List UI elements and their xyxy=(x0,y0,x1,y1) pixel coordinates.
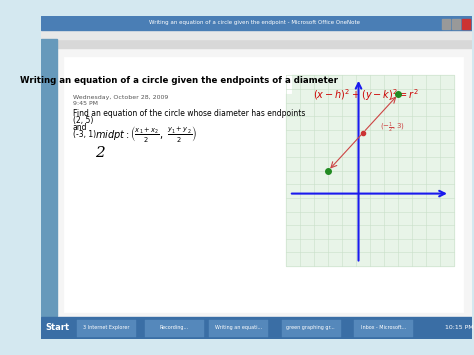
Text: green graphing gr...: green graphing gr... xyxy=(286,326,335,331)
Text: (2, 5): (2, 5) xyxy=(73,116,93,125)
Text: Inbox - Microsoft...: Inbox - Microsoft... xyxy=(361,326,406,331)
Text: $midpt:\left(\frac{x_1+x_2}{2},\ \frac{y_1+y_2}{2}\right)$: $midpt:\left(\frac{x_1+x_2}{2},\ \frac{y… xyxy=(95,124,197,144)
Text: Wednesday, October 28, 2009: Wednesday, October 28, 2009 xyxy=(73,95,168,100)
Bar xyxy=(209,320,268,337)
Bar xyxy=(41,39,57,316)
Text: Start: Start xyxy=(46,323,70,332)
Bar xyxy=(68,68,291,93)
Text: 9:45 PM: 9:45 PM xyxy=(73,101,98,106)
Text: 10:15 PM: 10:15 PM xyxy=(445,326,473,331)
Bar xyxy=(64,57,464,312)
Text: 2: 2 xyxy=(95,146,105,159)
Bar xyxy=(355,320,413,337)
Bar xyxy=(282,320,341,337)
Text: Find an equation of the circle whose diameter has endpoints: Find an equation of the circle whose dia… xyxy=(73,109,305,118)
Text: Writing an equation of a circle given the endpoints of a diameter: Writing an equation of a circle given th… xyxy=(20,76,338,85)
Text: Writing an equati...: Writing an equati... xyxy=(215,326,262,331)
Bar xyxy=(452,19,460,29)
Text: $(x-h)^2 + (y-k)^2 = r^2$: $(x-h)^2 + (y-k)^2 = r^2$ xyxy=(313,87,419,103)
Bar xyxy=(41,30,472,39)
Bar xyxy=(462,19,470,29)
Text: and: and xyxy=(73,122,87,132)
Bar xyxy=(286,75,455,266)
Bar xyxy=(41,16,472,30)
Bar xyxy=(57,48,472,316)
Text: Recording...: Recording... xyxy=(160,326,189,331)
Text: Writing an equation of a circle given the endpoint - Microsoft Office OneNote: Writing an equation of a circle given th… xyxy=(149,21,360,26)
Bar xyxy=(146,320,204,337)
Bar xyxy=(41,30,472,48)
Text: $(-\frac{1}{2},3)$: $(-\frac{1}{2},3)$ xyxy=(380,121,404,135)
Bar xyxy=(442,19,450,29)
Bar xyxy=(77,320,136,337)
Text: 3 Internet Explorer: 3 Internet Explorer xyxy=(83,326,129,331)
Text: (-3, 1): (-3, 1) xyxy=(73,130,96,139)
Bar xyxy=(41,317,472,339)
